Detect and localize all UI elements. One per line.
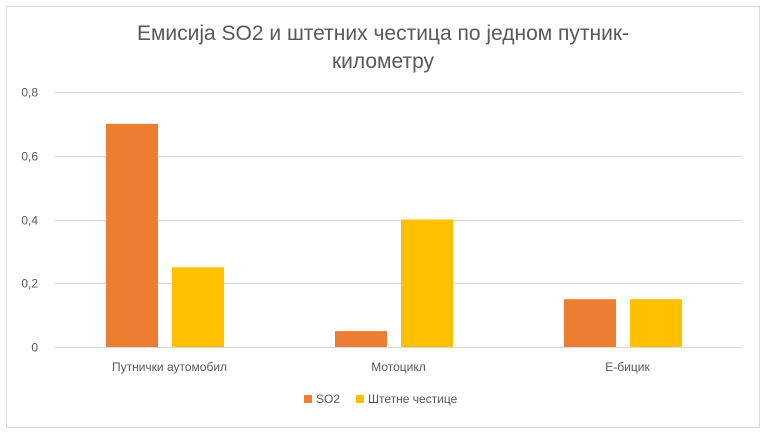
- chart-title-line-1: Емисија SO2 и штетних честица по једном …: [137, 22, 629, 45]
- x-tick-label: Мотоцикл: [371, 360, 426, 374]
- legend-label: SO2: [316, 392, 340, 406]
- bar-so2: [564, 299, 616, 347]
- y-tick-label: 0: [31, 341, 38, 355]
- x-tick-label: Путнички аутомобил: [112, 360, 227, 374]
- bar-штетне-честице: [630, 299, 682, 347]
- legend-swatch: [304, 395, 312, 403]
- y-tick-label: 0,4: [21, 214, 38, 228]
- legend-label: Штетне честице: [368, 392, 458, 406]
- x-tick-label: Е-бицик: [605, 360, 650, 374]
- bar-штетне-честице: [401, 219, 453, 347]
- bar-so2: [335, 331, 387, 347]
- bar-so2: [106, 123, 158, 347]
- chart-title-line-2: километру: [332, 50, 435, 73]
- y-tick-label: 0,8: [21, 86, 38, 100]
- legend-swatch: [356, 395, 364, 403]
- y-tick-label: 0,6: [21, 150, 38, 164]
- bar-штетне-честице: [172, 267, 224, 347]
- y-tick-label: 0,2: [21, 277, 38, 291]
